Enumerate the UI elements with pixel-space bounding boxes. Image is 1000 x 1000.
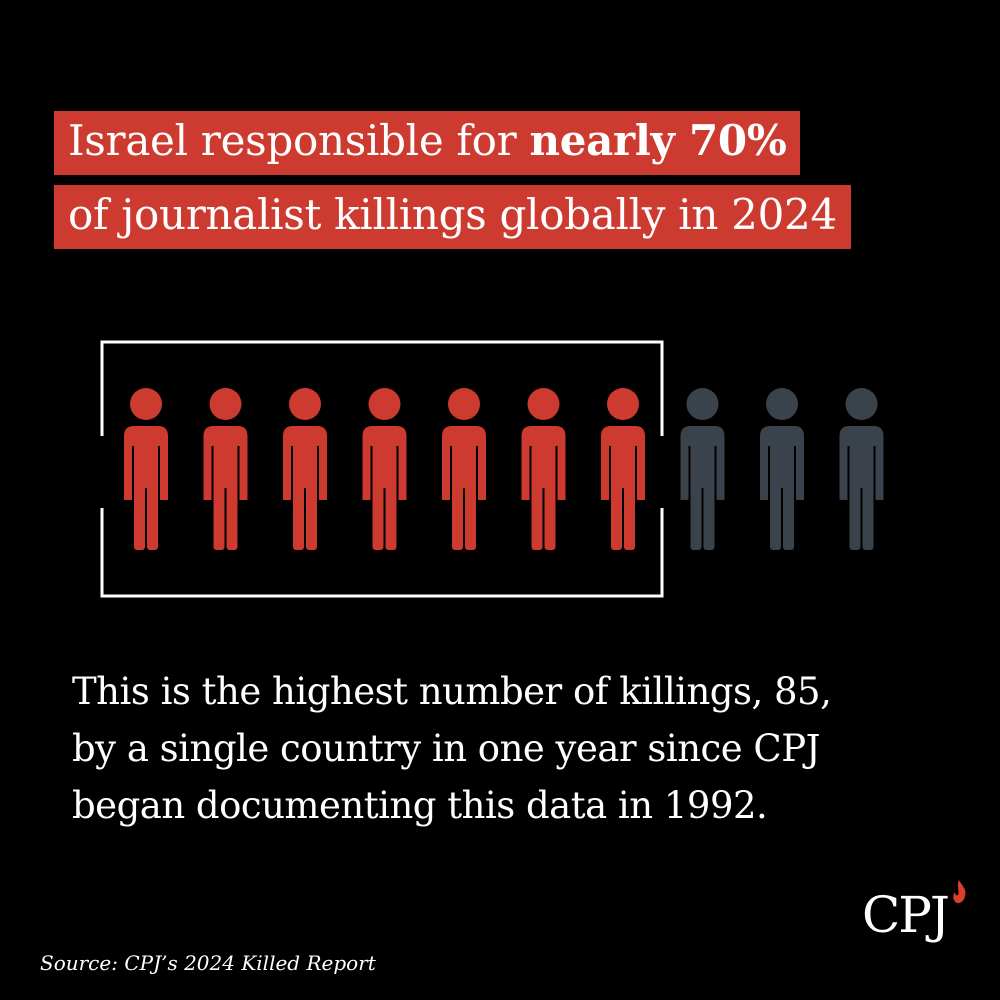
highlight-frame-bottom bbox=[100, 508, 664, 598]
person-icon-highlighted bbox=[442, 388, 486, 550]
headline-line-2: of journalist killings globally in 2024 bbox=[54, 185, 851, 249]
body-line-1: This is the highest number of killings, … bbox=[72, 670, 832, 713]
person-icon-highlighted bbox=[283, 388, 327, 550]
person-icon-other bbox=[760, 388, 804, 550]
highlight-frame bbox=[100, 340, 664, 436]
body-line-3: began documenting this data in 1992. bbox=[72, 784, 768, 827]
body-line-2: by a single country in one year since CP… bbox=[72, 727, 820, 770]
person-icon-highlighted bbox=[124, 388, 168, 550]
headline-line-1: Israel responsible for nearly 70% bbox=[54, 111, 801, 175]
person-icon-other bbox=[839, 388, 884, 550]
flame-icon bbox=[953, 880, 966, 904]
person-icon-highlighted bbox=[203, 388, 248, 550]
person-icon-other bbox=[680, 388, 725, 550]
person-icon-highlighted bbox=[521, 388, 566, 550]
headline-emphasis: nearly 70% bbox=[529, 116, 787, 165]
person-icon-highlighted bbox=[362, 388, 407, 550]
headline-text-2: of journalist killings globally in 2024 bbox=[68, 190, 837, 239]
headline-text: Israel responsible for bbox=[68, 116, 530, 165]
logo-text: CPJ bbox=[862, 886, 950, 944]
person-icon-highlighted bbox=[601, 388, 645, 550]
source-note: Source: CPJ’s 2024 Killed Report bbox=[40, 951, 376, 975]
cpj-logo: CPJ bbox=[862, 880, 972, 980]
body-text: This is the highest number of killings, … bbox=[72, 663, 972, 834]
